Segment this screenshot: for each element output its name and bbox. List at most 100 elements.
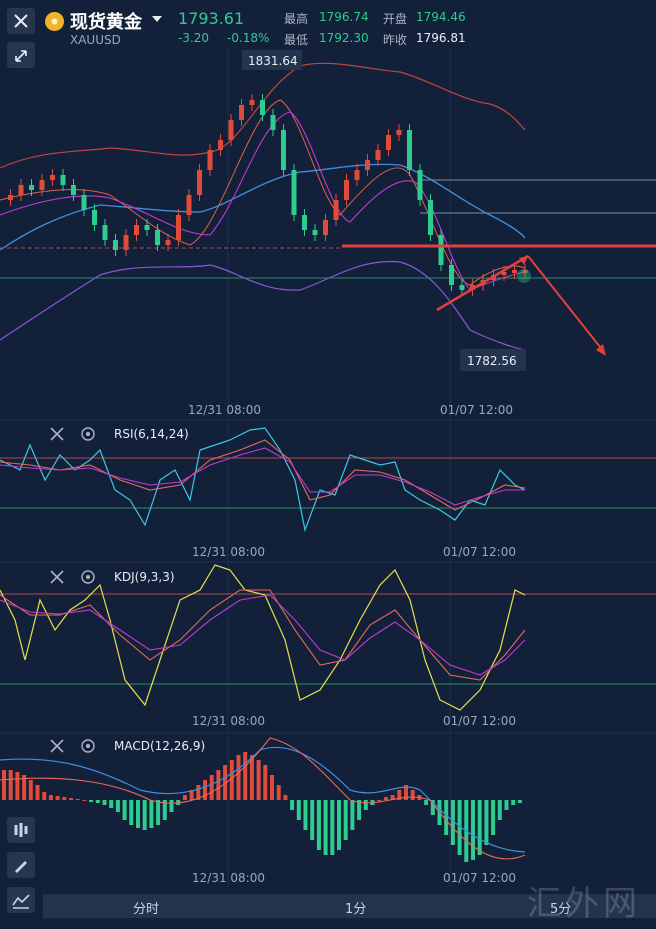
candle-body: [512, 270, 517, 273]
macd-bar: [149, 800, 154, 828]
macd-bar: [82, 800, 87, 801]
candle-body: [375, 150, 381, 160]
macd-time-label-2: 01/07 12:00: [443, 871, 516, 885]
bollinger-middle-line: [0, 163, 526, 251]
close-button[interactable]: [7, 8, 35, 34]
rsi-6-line: [0, 427, 526, 533]
tab-5min[interactable]: 5分: [550, 902, 572, 917]
min-price-label: 1782.56: [467, 354, 517, 368]
candle-body: [459, 285, 465, 290]
macd-bar: [263, 765, 268, 800]
ma-long-line: [0, 111, 526, 291]
macd-bar: [109, 800, 114, 808]
macd-bar: [22, 775, 27, 800]
candle-body: [260, 100, 265, 115]
candle-body: [438, 235, 444, 265]
kdj-time-label-1: 12/31 08:00: [192, 714, 265, 728]
rsi-14-line: [0, 439, 526, 511]
macd-bar: [42, 792, 47, 800]
candle-body: [312, 230, 318, 235]
macd-bar: [330, 800, 335, 855]
open-label: 开盘: [383, 12, 408, 26]
settings-icon[interactable]: [81, 570, 95, 584]
macd-bar: [223, 765, 228, 800]
macd-bar: [363, 800, 368, 810]
macd-bar: [129, 800, 134, 825]
high-value: 1796.74: [319, 10, 369, 24]
tab-1min[interactable]: 1分: [345, 902, 367, 917]
trend-arrowhead: [519, 256, 528, 265]
candle-body: [50, 175, 55, 180]
tab-timeshare[interactable]: 分时: [133, 902, 160, 917]
candle-body: [396, 130, 402, 135]
candle-body: [449, 265, 454, 285]
max-price-label: 1831.64: [248, 54, 298, 68]
close-icon: [14, 14, 28, 28]
macd-histogram: [2, 752, 522, 862]
macd-bar: [323, 800, 328, 855]
macd-bar: [430, 800, 435, 815]
macd-bar: [283, 795, 288, 800]
candle-body: [239, 105, 244, 120]
close-icon[interactable]: [50, 427, 64, 441]
macd-title: MACD(12,26,9): [114, 739, 205, 753]
trend-arrow-drawing[interactable]: [436, 254, 529, 312]
candle-body: [323, 220, 328, 235]
macd-bar: [182, 795, 187, 800]
candle-body: [228, 120, 234, 140]
instrument-symbol: XAUUSD: [70, 33, 121, 47]
macd-bar: [310, 800, 315, 840]
macd-bar: [457, 800, 462, 855]
kdj-time-label-2: 01/07 12:00: [443, 714, 516, 728]
down-arrow-drawing[interactable]: [527, 255, 605, 353]
candle-body: [207, 150, 213, 170]
macd-bar: [62, 797, 67, 800]
kdj-title: KDJ(9,3,3): [114, 570, 175, 584]
macd-bar: [69, 798, 73, 800]
macd-bar: [28, 780, 33, 800]
shrink-button[interactable]: [7, 42, 35, 68]
chevron-down-icon[interactable]: [152, 16, 162, 22]
open-value: 1794.46: [416, 10, 466, 24]
macd-bar: [397, 790, 402, 800]
candle-body: [407, 130, 412, 170]
rsi-24-line: [0, 447, 525, 506]
macd-bar: [377, 800, 382, 801]
macd-bar: [337, 800, 341, 850]
candle-body: [60, 175, 66, 185]
settings-icon[interactable]: [81, 427, 95, 441]
min-price-label-bg: [460, 349, 526, 371]
close-icon[interactable]: [50, 570, 64, 584]
candle-body: [281, 130, 286, 170]
macd-bar: [491, 800, 496, 835]
price-change: -3.20: [178, 31, 210, 45]
quote-header: 现货黄金 XAUUSD 1793.61 -3.20 -0.18% 最高 1796…: [0, 0, 656, 48]
macd-bar: [35, 785, 40, 800]
macd-bar: [444, 800, 449, 835]
bollinger-lower-line: [0, 260, 526, 351]
macd-bar: [216, 770, 221, 800]
close-icon[interactable]: [50, 739, 64, 753]
low-label: 最低: [284, 33, 309, 47]
ma-short-line: [0, 99, 526, 286]
settings-icon[interactable]: [81, 739, 95, 753]
macd-bar: [243, 752, 248, 800]
candle-body: [291, 170, 297, 215]
candlestick-tool-button[interactable]: [7, 817, 35, 843]
grid-lines: [0, 48, 656, 890]
candlestick-series: [8, 94, 528, 296]
draw-tool-button[interactable]: [7, 852, 35, 878]
rsi-title: RSI(6,14,24): [114, 427, 189, 441]
macd-bar: [450, 800, 455, 845]
indicator-tool-button[interactable]: [7, 887, 35, 913]
macd-bar: [350, 800, 355, 830]
down-arrowhead: [596, 344, 606, 356]
macd-bar: [169, 800, 174, 812]
macd-bar: [484, 800, 489, 845]
macd-bar: [270, 775, 274, 800]
macd-bar: [316, 800, 321, 850]
candle-body: [71, 185, 76, 195]
kdj-j-line: [0, 564, 526, 711]
instrument-name[interactable]: 现货黄金: [70, 12, 142, 33]
